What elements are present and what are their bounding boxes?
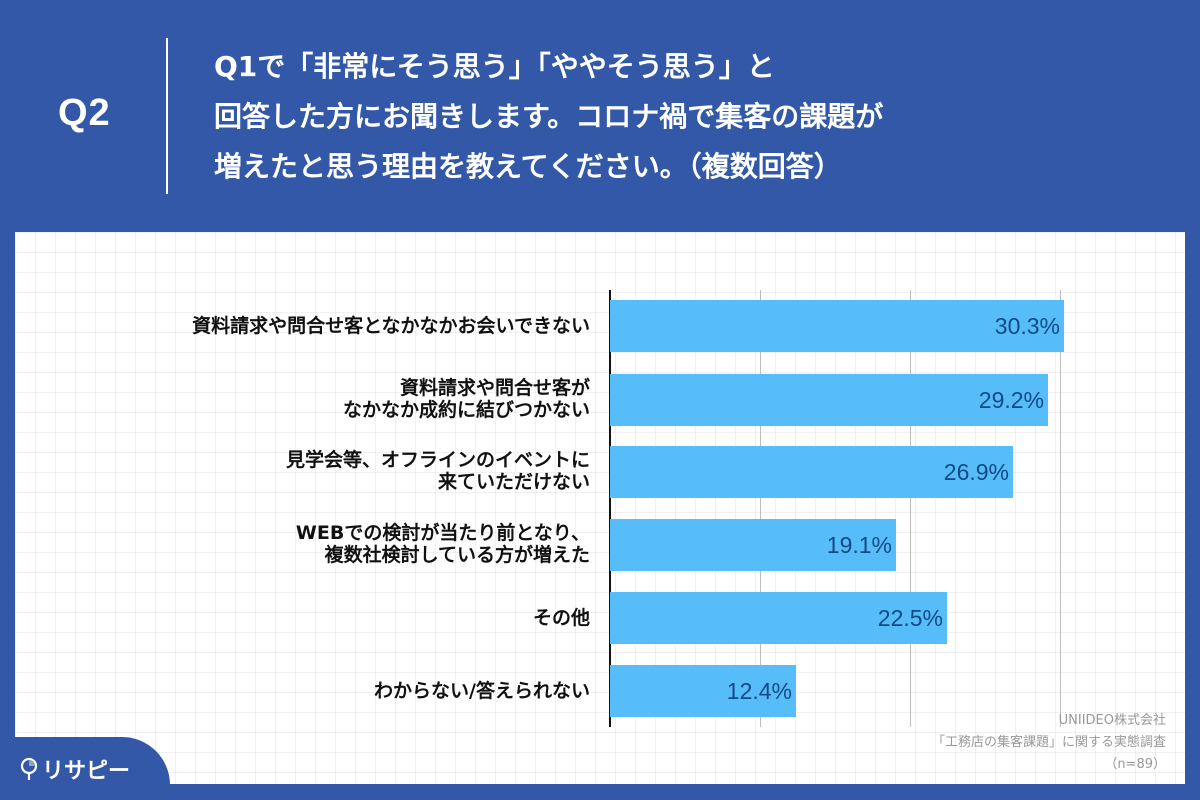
question-title: Q1で「非常にそう思う」「ややそう思う」と 回答した方にお聞きします。コロナ禍で… xyxy=(214,42,1174,192)
bar: 30.3% xyxy=(610,300,1064,352)
logo: リサピー xyxy=(20,753,130,785)
label-line: 資料請求や問合せ客が xyxy=(399,377,590,399)
label-line: 来ていただけない xyxy=(437,471,590,493)
bar: 19.1% xyxy=(610,519,896,571)
source-company: UNIIDEO株式会社 xyxy=(1058,713,1166,728)
label-line: 資料請求や問合せ客となかなかお会いできない xyxy=(192,315,590,337)
label-line: なかなか成約に結びつかない xyxy=(342,399,590,421)
gridline-30 xyxy=(1060,290,1061,727)
source-survey: 「工務店の集客課題」に関する実態調査 xyxy=(931,735,1166,750)
bar: 26.9% xyxy=(610,446,1013,498)
label-line: 複数社検討している方が増えた xyxy=(324,544,590,566)
bar-value: 30.3% xyxy=(994,313,1060,339)
header: Q2 Q1で「非常にそう思う」「ややそう思う」と 回答した方にお聞きします。コロ… xyxy=(0,0,1200,232)
title-line: 増えたと思う理由を教えてください。（複数回答） xyxy=(214,150,842,183)
bar: 12.4% xyxy=(610,665,796,717)
logo-text: リサピー xyxy=(42,759,131,784)
map-pin-icon xyxy=(20,757,38,780)
bar-value: 26.9% xyxy=(943,459,1009,485)
row-label: 資料請求や問合せ客となかなかお会いできない xyxy=(70,315,590,337)
bar-value: 22.5% xyxy=(877,605,943,631)
title-line: 回答した方にお聞きします。コロナ禍で集客の課題が xyxy=(214,100,884,133)
bar-value: 19.1% xyxy=(826,532,892,558)
source-note: UNIIDEO株式会社 「工務店の集客課題」に関する実態調査 （n=89） xyxy=(932,710,1166,776)
label-line: わからない/答えられない xyxy=(374,680,590,702)
gridline-20 xyxy=(910,290,911,727)
bar: 22.5% xyxy=(610,592,947,644)
bar-value: 29.2% xyxy=(978,387,1044,413)
bar: 29.2% xyxy=(610,374,1048,426)
gridline-10 xyxy=(760,290,761,727)
row-label: わからない/答えられない xyxy=(70,680,590,702)
label-line: その他 xyxy=(532,607,590,629)
y-axis-line xyxy=(609,290,611,727)
label-line: 見学会等、オフラインのイベントに xyxy=(285,449,590,471)
row-label: WEBでの検討が当たり前となり、 複数社検討している方が増えた xyxy=(70,522,590,566)
question-number: Q2 xyxy=(58,92,111,134)
row-label: その他 xyxy=(70,607,590,629)
bar-value: 12.4% xyxy=(726,678,792,704)
source-sample-size: （n=89） xyxy=(1104,757,1166,772)
row-label: 資料請求や問合せ客が なかなか成約に結びつかない xyxy=(70,377,590,421)
row-label: 見学会等、オフラインのイベントに 来ていただけない xyxy=(70,449,590,493)
label-line: WEBでの検討が当たり前となり、 xyxy=(295,522,590,544)
header-divider xyxy=(166,38,168,194)
logo-tab xyxy=(0,737,170,800)
title-line: Q1で「非常にそう思う」「ややそう思う」と xyxy=(214,50,775,83)
